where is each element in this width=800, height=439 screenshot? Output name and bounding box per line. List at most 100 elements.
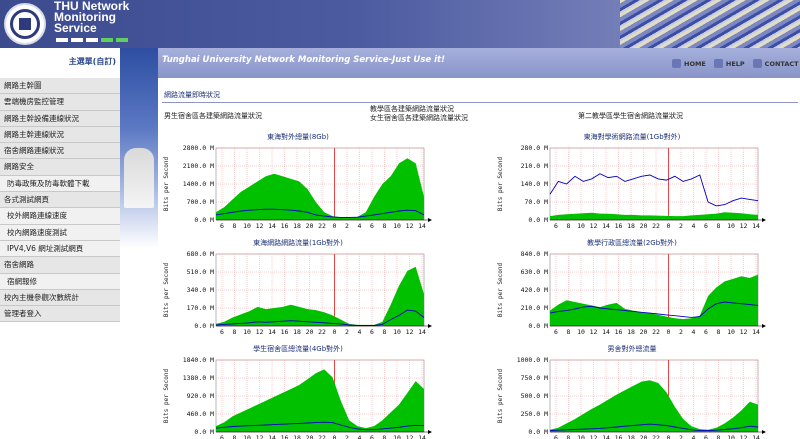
x-tick-label: 10	[577, 328, 585, 336]
traffic-chart[interactable]: Bits per Second 0.0 M 210.0 M 420.0 M 630.0 …	[492, 248, 772, 348]
y-tick-label: 0.0 M	[528, 428, 548, 436]
x-tick-label: 12	[740, 328, 748, 336]
x-tick-label: 6	[370, 328, 374, 336]
x-tick-label: 14	[752, 434, 760, 439]
x-tick-label: 0	[333, 434, 337, 439]
y-tick-label: 340.0 M	[187, 286, 214, 294]
contact-link[interactable]: CONTACT	[752, 59, 799, 68]
x-tick-label: 18	[627, 222, 635, 230]
group-link-second-teaching[interactable]: 第二教學區學生宿舍網路流量狀況	[578, 112, 683, 120]
y-tick-label: 0.0 M	[528, 216, 548, 224]
brand-line-1: THU Network	[54, 0, 130, 13]
sidebar-item[interactable]: 網路安全	[0, 159, 120, 176]
x-tick-label: 4	[692, 328, 696, 336]
traffic-chart[interactable]: Bits per Second 0.0 M 460.0 M 920.0 M 1380.0…	[158, 354, 438, 439]
traffic-chart[interactable]: Bits per Second 0.0 M 700.0 M 1400.0 M 2100.…	[158, 142, 438, 242]
contact-icon	[752, 59, 762, 68]
chart-title[interactable]: 男舍對外總流量	[607, 345, 657, 353]
x-tick-label: 14	[268, 328, 276, 336]
x-tick-label: 12	[740, 434, 748, 439]
x-tick-label: 4	[692, 222, 696, 230]
menu-title-bar: 主選單(自訂)	[0, 48, 120, 78]
chart-title[interactable]: 東海對學術網路流量(1Gb對外)	[583, 133, 681, 141]
x-tick-label: 6	[554, 222, 558, 230]
x-tick-label: 2	[679, 434, 683, 439]
sidebar-item[interactable]: 防毒政策及防毒軟體下載	[0, 175, 120, 193]
sidebar-item[interactable]: 雲端機房監控管理	[0, 94, 120, 111]
x-tick-label: 22	[318, 222, 326, 230]
chart-title[interactable]: 學生宿舍區總流量(4Gb對外)	[253, 345, 343, 353]
x-tick-label: 12	[406, 328, 414, 336]
sidebar-item[interactable]: 校外網路連線速度	[0, 208, 120, 225]
x-tick-label: 8	[717, 434, 721, 439]
x-tick-label: 20	[640, 328, 648, 336]
x-tick-label: 16	[281, 328, 289, 336]
x-tick-label: 20	[306, 434, 314, 439]
x-tick-label: 8	[717, 328, 721, 336]
chart-title[interactable]: 東海對外總量(8Gb)	[267, 133, 329, 141]
y-tick-label: 210.0 M	[521, 304, 548, 312]
sidebar-item[interactable]: 各式測試網頁	[0, 192, 120, 209]
y-tick-label: 0.0 M	[528, 322, 548, 330]
x-tick-label: 16	[615, 328, 623, 336]
y-tick-label: 170.0 M	[187, 304, 214, 312]
inbound-traffic-area	[216, 266, 424, 326]
x-tick-label: 8	[383, 328, 387, 336]
help-link[interactable]: HELP	[713, 59, 745, 68]
x-tick-label: 22	[652, 222, 660, 230]
sidebar-item[interactable]: 網路主幹設備連線狀況	[0, 110, 120, 127]
sidebar-item[interactable]: 管理者登入	[0, 306, 120, 323]
y-tick-label: 2100.0 M	[183, 162, 214, 170]
x-tick-label: 10	[393, 328, 401, 336]
x-tick-label: 6	[704, 328, 708, 336]
x-tick-label: 20	[306, 328, 314, 336]
y-tick-label: 500.0 M	[521, 392, 548, 400]
y-tick-label: 840.0 M	[521, 250, 548, 258]
x-tick-label: 16	[615, 434, 623, 439]
x-tick-label: 8	[383, 434, 387, 439]
group-link-teaching[interactable]: 教學區各建築網路流量狀況	[370, 105, 454, 113]
y-tick-label: 0.0 M	[194, 216, 214, 224]
y-axis-label: Bits per Second	[163, 369, 170, 424]
sidebar-item[interactable]: 網路主幹圖	[0, 78, 120, 95]
x-tick-label: 0	[667, 434, 671, 439]
sidebar-item[interactable]: 網路主幹連線狀況	[0, 126, 120, 144]
x-tick-label: 8	[233, 222, 237, 230]
outbound-traffic-line	[215, 421, 425, 431]
traffic-chart[interactable]: Bits per Second 0.0 M 250.0 M 500.0 M 750.0 …	[492, 354, 772, 439]
chart-title[interactable]: 教學行政區總流量(2Gb對外)	[587, 239, 677, 247]
y-tick-label: 250.0 M	[521, 410, 548, 418]
x-tick-label: 8	[233, 328, 237, 336]
sidebar-item[interactable]: IPV4,V6 網址測試網頁	[0, 240, 120, 258]
x-tick-label: 2	[345, 222, 349, 230]
y-axis-label: Bits per Second	[497, 157, 504, 212]
traffic-chart[interactable]: Bits per Second 0.0 M 70.0 M 140.0 M 210.0 M…	[492, 142, 772, 242]
traffic-chart-panel: 東海對學術網路流量(1Gb對外) Bits per Second 0.0 M 70.0…	[492, 132, 772, 240]
university-logo[interactable]	[4, 3, 46, 45]
inbound-traffic-area	[216, 369, 424, 432]
y-tick-label: 680.0 M	[187, 250, 214, 258]
x-tick-label: 2	[679, 328, 683, 336]
group-link-male-dorm[interactable]: 男生宿舍區各建築網路流量狀況	[164, 112, 262, 120]
brand-title: THU Network Monitoring Service	[54, 0, 130, 34]
menu-title: 主選單(自訂)	[68, 57, 116, 66]
x-tick-label: 20	[640, 222, 648, 230]
traffic-chart[interactable]: Bits per Second 0.0 M 170.0 M 340.0 M 510.0 …	[158, 248, 438, 348]
sidebar-item[interactable]: 校內主機參觀次數統計	[0, 289, 120, 307]
x-tick-label: 14	[268, 434, 276, 439]
sidebar-item[interactable]: 宿舍網路	[0, 257, 120, 274]
x-tick-label: 18	[293, 434, 301, 439]
y-tick-label: 920.0 M	[187, 392, 214, 400]
home-link[interactable]: HOME	[672, 59, 706, 68]
sidebar-item[interactable]: 宿舍網路連線狀況	[0, 143, 120, 160]
inbound-traffic-area	[550, 380, 758, 432]
group-link-female-dorm[interactable]: 女生宿舍區各建築網路流量狀況	[370, 114, 468, 122]
sidebar-item[interactable]: 宿網報修	[0, 273, 120, 290]
x-tick-label: 20	[640, 434, 648, 439]
sidebar-item[interactable]: 校內網路速度測試	[0, 224, 120, 241]
x-tick-label: 6	[220, 434, 224, 439]
x-tick-label: 12	[740, 222, 748, 230]
x-tick-label: 8	[717, 222, 721, 230]
y-tick-label: 1000.0 M	[517, 356, 548, 364]
chart-title[interactable]: 東海網路網路流量(1Gb對外)	[253, 239, 343, 247]
